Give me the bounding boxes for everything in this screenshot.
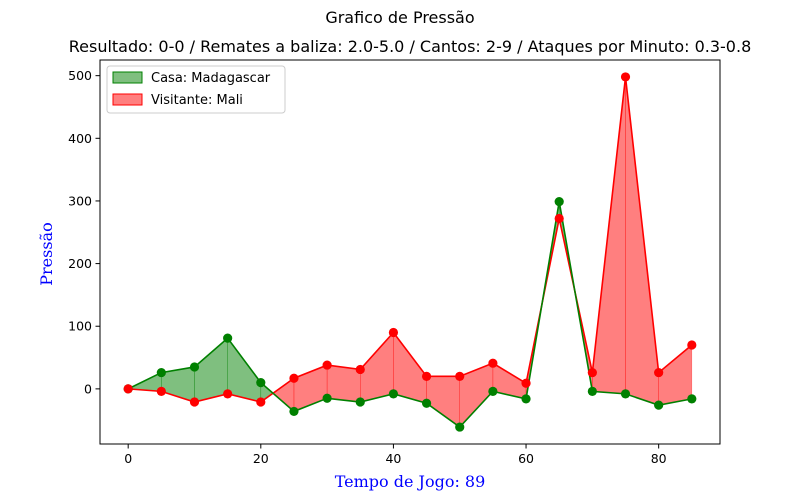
home-data-point — [554, 196, 564, 207]
x-axis-ticks: 0 20 40 60 80 — [124, 444, 667, 466]
away-pressure-fill-4b — [272, 377, 295, 412]
home-data-point — [455, 422, 465, 432]
away-data-point — [156, 386, 166, 396]
home-data-point — [687, 394, 697, 404]
y-tick-label: 200 — [68, 256, 92, 271]
x-tick-label: 0 — [124, 451, 132, 466]
away-data-point — [421, 371, 432, 381]
y-axis-ticks: 0 100 200 300 400 500 — [68, 68, 100, 396]
x-tick-label: 20 — [253, 451, 269, 466]
home-data-point — [488, 386, 498, 396]
y-axis-label: Pressão — [37, 222, 56, 285]
x-tick-label: 80 — [651, 451, 667, 466]
away-series-line — [128, 76, 693, 403]
home-data-point — [256, 378, 266, 388]
away-data-point — [256, 397, 266, 407]
y-tick-label: 100 — [68, 319, 92, 334]
away-data-point — [620, 72, 631, 82]
x-tick-label: 40 — [385, 451, 401, 466]
away-pressure-fill-8 — [393, 331, 427, 404]
away-data-point — [654, 367, 664, 378]
away-pressure-fill-6 — [326, 364, 361, 403]
away-data-point — [587, 367, 597, 378]
home-data-point — [388, 389, 399, 399]
away-data-point — [189, 397, 200, 407]
series-lines — [127, 76, 693, 429]
home-data-point — [587, 386, 597, 396]
away-data-point — [355, 364, 365, 375]
y-tick-label: 500 — [68, 68, 92, 83]
y-tick-label: 0 — [84, 381, 92, 396]
home-data-point — [620, 389, 631, 399]
area-fills — [127, 76, 693, 428]
legend-swatch-home — [112, 71, 143, 84]
chart-title: Grafico de Pressão — [325, 8, 474, 27]
away-data-point — [223, 389, 233, 399]
away-data-point — [554, 213, 564, 224]
away-data-point — [123, 384, 133, 394]
away-data-point — [488, 358, 498, 368]
plot-frame — [99, 59, 721, 445]
away-data-point — [322, 360, 332, 370]
home-data-point — [189, 362, 200, 372]
away-data-point — [521, 378, 531, 388]
legend-label-home: Casa: Madagascar — [151, 71, 271, 86]
home-data-point — [521, 394, 531, 404]
x-tick-label: 60 — [518, 451, 534, 466]
home-data-point — [355, 397, 365, 407]
away-data-point — [687, 340, 697, 350]
away-pressure-fill-16 — [658, 344, 693, 406]
away-pressure-fill-7 — [360, 331, 394, 403]
home-data-point — [421, 398, 432, 408]
away-data-point — [388, 327, 399, 338]
home-data-point — [322, 393, 332, 403]
legend-label-away: Visitante: Mali — [151, 93, 243, 108]
home-data-point — [654, 400, 664, 410]
legend: Casa: Madagascar Visitante: Mali — [106, 65, 286, 114]
y-tick-label: 400 — [68, 131, 92, 146]
legend-box — [106, 65, 286, 114]
away-data-point — [289, 373, 299, 383]
chart-subtitle: Resultado: 0-0 / Remates a baliza: 2.0-5… — [69, 37, 752, 56]
home-pressure-fill-2 — [194, 337, 228, 403]
away-pressure-fill-10 — [459, 362, 494, 428]
home-data-point — [289, 406, 299, 417]
series-points — [123, 72, 697, 432]
away-pressure-fill-9 — [426, 376, 460, 428]
y-tick-label: 300 — [68, 193, 92, 208]
home-series-line — [127, 201, 692, 429]
x-axis-label: Tempo de Jogo: 89 — [335, 472, 486, 491]
home-data-point — [156, 367, 166, 378]
away-data-point — [455, 371, 465, 381]
legend-swatch-away — [112, 93, 143, 106]
home-pressure-fill-3 — [227, 337, 262, 403]
home-data-point — [223, 333, 233, 343]
